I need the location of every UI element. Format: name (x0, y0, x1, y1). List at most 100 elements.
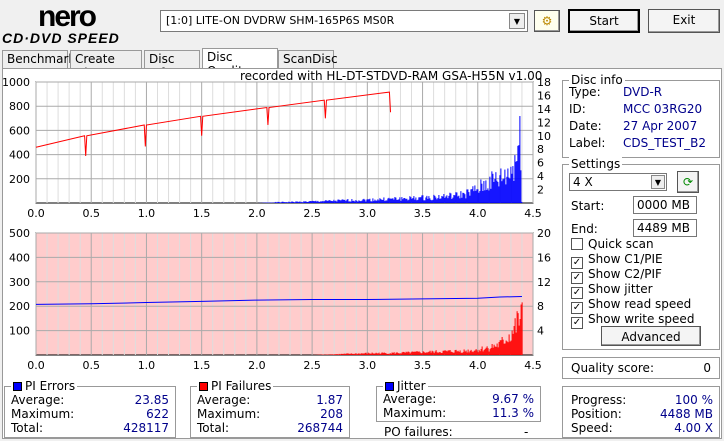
stat-value: 9.67 % (492, 392, 534, 406)
y2-tick-label: 8 (537, 300, 544, 313)
y-tick-label: 100 (9, 325, 30, 338)
stat-label: Date: (569, 119, 602, 133)
speed-select[interactable]: 4 X ▼ (569, 173, 667, 191)
stat-label: Position: (571, 407, 622, 421)
checkbox-box[interactable]: ✓ (571, 302, 583, 314)
y2-tick-label: 14 (537, 103, 551, 116)
stat-label: Average: (11, 393, 65, 407)
checkbox-label: Show C1/PIE (588, 252, 663, 266)
x-tick-label: 2.0 (248, 207, 266, 220)
x-tick-label: 4.5 (524, 207, 542, 220)
tab-disc-info[interactable]: Disc Info (144, 50, 200, 80)
advanced-button[interactable]: Advanced (601, 326, 701, 346)
y-tick-label: 400 (9, 149, 30, 162)
stat-value: DVD-R (623, 85, 663, 99)
refresh-icon[interactable]: ⟳ (677, 171, 699, 193)
checkbox-show-write-speed[interactable]: ✓ Show write speed (571, 312, 694, 329)
x-tick-label: 3.5 (414, 207, 432, 220)
y-tick-label: 600 (9, 124, 30, 137)
disc-info-title: Disc info (569, 73, 625, 87)
tab-disc-quality[interactable]: Disc Quality (202, 48, 278, 78)
x-tick-label: 4.0 (469, 359, 487, 370)
x-tick-label: 0.5 (82, 359, 100, 370)
tab-benchmark[interactable]: Benchmark (2, 50, 75, 68)
checkbox-label: Show read speed (588, 297, 692, 311)
drive-select[interactable]: [1:0] LITE-ON DVDRW SHM-165P6S MS0R ▼ (160, 10, 528, 32)
stat-label: Average: (383, 392, 437, 406)
pi-failures-group: PI Failures Average: 1.87 Maximum: 208 Total:… (190, 379, 350, 438)
stat-value: 622 (146, 407, 169, 421)
y2-tick-label: 16 (537, 251, 551, 264)
tab-scandisc[interactable]: ScanDisc (278, 50, 338, 68)
y2-tick-label: 4 (537, 325, 544, 338)
checkbox-box[interactable]: ✓ (571, 287, 583, 299)
drive-value: [1:0] LITE-ON DVDRW SHM-165P6S MS0R (166, 14, 395, 27)
legend-blue-icon (13, 382, 22, 391)
stat-value: 100 % (674, 393, 713, 407)
end-input[interactable]: 4489 MB (633, 219, 697, 237)
checkbox-show-jitter[interactable]: ✓ Show jitter (571, 282, 653, 299)
progress-group: Progress: 100 % Position: 4488 MB Speed: 4.00… (562, 386, 720, 438)
x-tick-label: 0.0 (27, 359, 45, 370)
y-tick-label: 500 (9, 227, 30, 240)
legend-blue-icon (385, 382, 394, 391)
quality-score-group: Quality score: 0 (562, 357, 720, 379)
quality-score-value: 0 (703, 361, 711, 375)
y-tick-label: 200 (9, 173, 30, 186)
settings-title: Settings (569, 157, 623, 171)
stat-value: 11.3 % (492, 406, 534, 420)
stat-value: 4488 MB (660, 407, 713, 421)
checkbox-show-c2-pif[interactable]: ✓ Show C2/PIF (571, 267, 662, 284)
x-tick-label: 4.0 (469, 207, 487, 220)
pi-errors-title: PI Errors (11, 379, 78, 393)
y2-tick-label: 6 (537, 157, 544, 170)
cd-dvd-speed-logo: CD·DVD SPEED (2, 30, 120, 46)
nero-logo: nero (38, 0, 97, 33)
checkbox-box[interactable]: ✓ (571, 272, 583, 284)
checkbox-label: Show C2/PIF (588, 267, 662, 281)
y-tick-label: 1000 (2, 76, 30, 89)
settings-gear-icon[interactable]: ⚙ (534, 10, 560, 32)
checkbox-box[interactable]: ✓ (571, 317, 583, 329)
settings-group: Settings 4 X ▼ ⟳ Start: 0000 MB End: 4489… (562, 157, 720, 350)
stat-label: Total: (11, 421, 44, 435)
x-tick-label: 2.0 (248, 359, 266, 370)
stat-value: 268744 (297, 421, 343, 435)
disc-info-group: Disc info Type: DVD-R ID: MCC 03RG20 Date: 27 … (562, 73, 720, 158)
plot-area (35, 232, 534, 356)
chevron-down-icon[interactable]: ▼ (509, 13, 525, 29)
x-tick-label: 3.5 (414, 359, 432, 370)
plot-area (35, 81, 534, 204)
speed-line (35, 91, 392, 156)
checkbox-box[interactable] (571, 238, 583, 250)
x-tick-label: 1.5 (193, 359, 211, 370)
checkbox-show-c1-pie[interactable]: ✓ Show C1/PIE (571, 252, 663, 269)
y-tick-label: 800 (9, 100, 30, 113)
y2-tick-label: 18 (537, 76, 551, 89)
y2-tick-label: 16 (537, 89, 551, 102)
stat-label: Progress: (571, 393, 627, 407)
x-tick-label: 2.5 (303, 207, 321, 220)
y2-tick-label: 4 (537, 170, 544, 183)
checkbox-quick-scan[interactable]: Quick scan (571, 237, 654, 251)
stat-label: ID: (569, 102, 586, 116)
stat-value: 4.00 X (674, 421, 713, 435)
start-input[interactable]: 0000 MB (633, 196, 697, 214)
exit-button[interactable]: Exit (648, 9, 720, 33)
jitter-title: Jitter (383, 379, 428, 393)
chevron-down-icon[interactable]: ▼ (651, 175, 665, 189)
y2-tick-label: 2 (537, 184, 544, 197)
checkbox-label: Show jitter (588, 282, 653, 296)
y2-tick-label: 20 (537, 227, 551, 240)
checkbox-show-read-speed[interactable]: ✓ Show read speed (571, 297, 691, 314)
checkbox-label: Quick scan (588, 237, 654, 251)
checkbox-label: Show write speed (588, 312, 695, 326)
x-tick-label: 1.0 (138, 207, 156, 220)
checkbox-box[interactable]: ✓ (571, 257, 583, 269)
start-button[interactable]: Start (568, 9, 640, 33)
x-tick-label: 3.0 (359, 207, 377, 220)
tab-create-disc[interactable]: Create Disc (70, 50, 142, 80)
y2-tick-label: 10 (537, 130, 551, 143)
quality-score-label: Quality score: (571, 361, 654, 375)
